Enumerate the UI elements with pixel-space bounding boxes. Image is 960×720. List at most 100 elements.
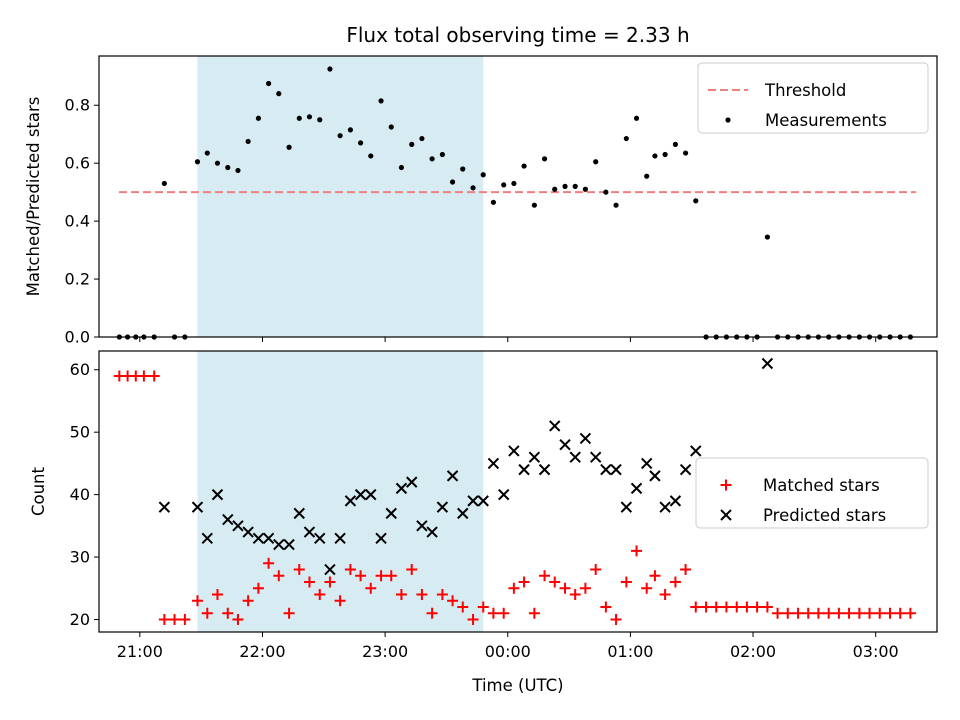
x-tick-label: 21:00: [117, 642, 163, 661]
data-point: [498, 607, 510, 619]
data-point: [406, 476, 418, 488]
data-point: [357, 140, 364, 146]
y-tick-label: 0.6: [65, 154, 90, 173]
data-point: [659, 589, 671, 601]
data-point: [600, 601, 612, 613]
data-point: [610, 614, 622, 626]
data-point: [761, 601, 773, 613]
data-point: [211, 488, 224, 501]
data-point: [314, 532, 326, 545]
panel-2: 20 30 40 50 60 21:00 22:00 23:00 00:00 01:00 02:00…: [29, 350, 938, 695]
data-point: [600, 463, 612, 476]
data-point: [242, 526, 254, 538]
data-point: [201, 607, 213, 619]
data-point: [460, 166, 466, 172]
data-point: [582, 186, 588, 192]
observing-span: [197, 56, 484, 337]
data-point: [659, 501, 671, 513]
data-point: [273, 570, 285, 582]
data-point: [508, 582, 520, 594]
data-point: [194, 159, 201, 165]
x-tick-label: 00:00: [485, 642, 531, 661]
data-point: [498, 488, 510, 501]
data-point: [589, 451, 602, 463]
data-point: [802, 607, 814, 619]
x-tick-label: 23:00: [362, 642, 408, 661]
data-point: [214, 160, 221, 166]
legend-box: [697, 62, 929, 134]
data-point: [662, 151, 668, 158]
data-point: [590, 564, 602, 576]
data-point: [395, 589, 407, 601]
data-point: [751, 601, 763, 613]
data-point: [477, 495, 489, 507]
axes-frame: [98, 350, 938, 633]
legend-swatch-dot: [725, 117, 731, 123]
data-point: [327, 66, 333, 72]
legend-swatch-plus: [720, 479, 732, 491]
data-point: [262, 532, 275, 545]
data-point: [480, 172, 486, 178]
data-point: [531, 202, 537, 208]
data-point: [490, 199, 497, 205]
data-point: [378, 98, 384, 104]
data-point: [416, 520, 428, 532]
data-point: [273, 538, 285, 551]
data-point: [649, 470, 661, 482]
data-point: [296, 115, 302, 121]
y-tick-label: 20: [70, 610, 90, 629]
data-point: [467, 614, 479, 626]
data-point: [375, 570, 387, 582]
data-point: [286, 144, 292, 150]
data-point: [559, 438, 571, 451]
data-point: [276, 91, 282, 97]
data-point: [539, 570, 551, 582]
data-point: [232, 614, 244, 626]
x-tick-label: 01:00: [607, 642, 653, 661]
series-matched-stars: [113, 370, 916, 626]
data-point: [700, 601, 712, 613]
data-point: [426, 607, 438, 619]
data-point: [266, 80, 272, 87]
legend-label: Predicted stars: [763, 506, 886, 525]
data-point: [252, 532, 265, 545]
data-point: [579, 582, 591, 594]
data-point: [669, 495, 682, 507]
data-point: [559, 582, 571, 594]
data-point: [388, 124, 394, 130]
data-point: [191, 501, 204, 513]
data-point: [792, 607, 804, 619]
data-point: [569, 451, 581, 463]
data-point: [853, 607, 865, 619]
data-point: [761, 357, 774, 370]
legend-label: Threshold: [764, 81, 846, 100]
y-axis-label: Count: [29, 466, 48, 516]
data-point: [398, 164, 405, 171]
data-point: [344, 564, 356, 576]
data-point: [630, 482, 643, 495]
data-point: [169, 614, 181, 626]
data-point: [610, 463, 622, 476]
data-point: [385, 507, 397, 520]
data-point: [365, 488, 377, 501]
data-point: [158, 501, 171, 513]
data-point: [569, 589, 581, 601]
data-point: [477, 601, 489, 613]
data-point: [641, 457, 653, 470]
data-point: [549, 420, 561, 432]
y-tick-label: 0.0: [65, 328, 90, 347]
panel-1: 0.0 0.2 0.4 0.6 0.8 Matched/Predicted stars Fl…: [24, 23, 938, 347]
legend-2: Matched stars Predicted stars: [695, 457, 929, 529]
data-point: [337, 133, 343, 139]
data-point: [416, 589, 428, 601]
data-point: [283, 538, 295, 551]
data-point: [347, 127, 354, 133]
data-point: [334, 595, 346, 607]
axes-frame: [98, 55, 938, 338]
data-point: [255, 115, 262, 121]
data-point: [843, 607, 855, 619]
data-point: [710, 601, 722, 613]
x-tick-label: 22:00: [239, 642, 285, 661]
data-point: [620, 576, 632, 588]
